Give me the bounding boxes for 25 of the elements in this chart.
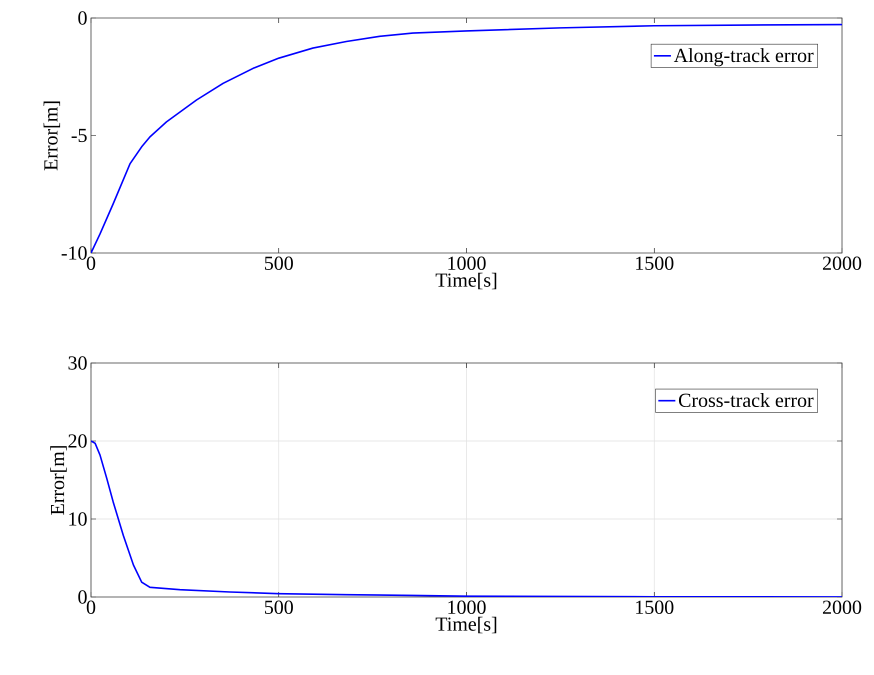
legend-label: Cross-track error [678,393,814,408]
y-tick-label: 20 [68,434,87,448]
x-tick-label: 0 [86,600,96,614]
x-axis-title: Time[s] [436,616,496,634]
y-tick-label: -5 [72,128,87,142]
y-tick-label: 0 [78,590,87,604]
x-tick-label: 1000 [448,256,486,270]
x-tick-label: 1500 [636,256,674,270]
y-tick-label: 10 [69,512,87,526]
x-tick-label: 1000 [448,600,486,614]
x-tick-label: 2000 [822,600,862,614]
x-tick-label: 500 [264,600,293,614]
line-series [91,440,842,597]
x-tick-label: 1500 [636,600,674,614]
y-tick-label: -10 [62,246,87,260]
x-tick-label: 0 [86,256,96,270]
y-tick-label: 30 [68,356,87,370]
y-axis-title: Error[m] [44,102,60,170]
x-axis-title: Time[s] [436,272,496,290]
x-tick-label: 500 [264,256,293,270]
line-series [91,24,842,253]
y-axis-title: Error[m] [50,446,67,515]
x-tick-label: 2000 [822,256,862,270]
y-tick-label: 0 [78,11,87,25]
legend-label: Along-track error [674,48,814,66]
